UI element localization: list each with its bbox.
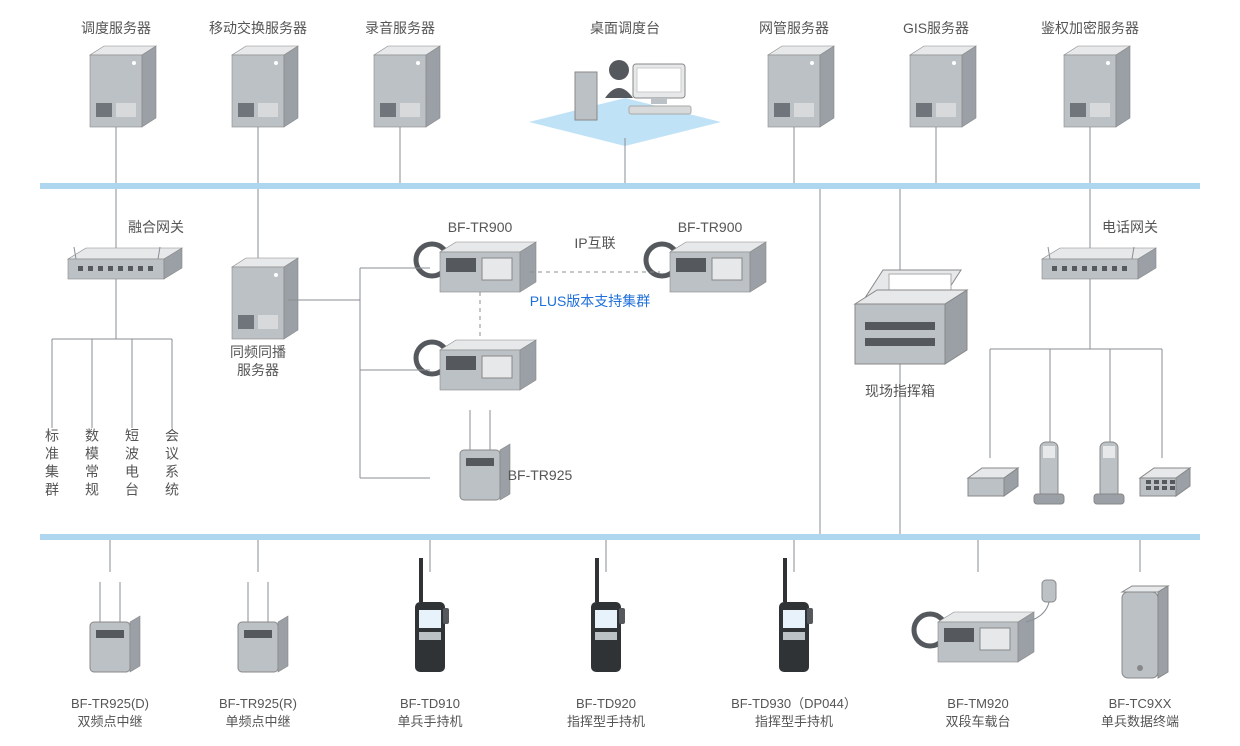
bus-bar-bottom bbox=[40, 534, 1200, 540]
label: 电话网关 bbox=[1102, 219, 1158, 235]
label: 录音服务器 bbox=[365, 20, 435, 36]
label: GIS服务器 bbox=[903, 20, 969, 36]
label: BF-TD920 bbox=[576, 696, 636, 711]
cordless-icon bbox=[1094, 442, 1124, 504]
label: 网管服务器 bbox=[759, 20, 829, 36]
case-icon bbox=[855, 270, 967, 364]
base-icon bbox=[460, 410, 510, 500]
label: BF-TD910 bbox=[400, 696, 460, 711]
bus-bar-top bbox=[40, 183, 1200, 189]
server-icon bbox=[768, 46, 834, 127]
handheld-icon bbox=[591, 558, 625, 672]
repeater-icon bbox=[416, 340, 536, 390]
label: BF-TR925(D) bbox=[71, 696, 149, 711]
label: 同频同播 bbox=[230, 344, 286, 360]
server-icon bbox=[374, 46, 440, 127]
server-icon bbox=[232, 46, 298, 127]
base-icon bbox=[238, 582, 288, 672]
repeater-icon bbox=[914, 612, 1034, 662]
label: 单兵数据终端 bbox=[1101, 714, 1179, 729]
label: 调度服务器 bbox=[81, 20, 151, 36]
label: 单兵手持机 bbox=[397, 714, 462, 729]
label: BF-TM920 bbox=[947, 696, 1008, 711]
handheld-icon bbox=[779, 558, 813, 672]
label: 短波电台 bbox=[124, 428, 140, 500]
switch-icon bbox=[68, 247, 182, 279]
server-icon bbox=[90, 46, 156, 127]
label: 鉴权加密服务器 bbox=[1041, 20, 1139, 36]
label: 指挥型手持机 bbox=[567, 714, 645, 729]
switch-icon bbox=[1042, 247, 1156, 279]
label: 数模常规 bbox=[84, 428, 100, 500]
label: 会议系统 bbox=[164, 428, 180, 500]
repeater-icon bbox=[416, 242, 536, 292]
label: BF-TR900 bbox=[448, 219, 513, 235]
label: BF-TC9XX bbox=[1109, 696, 1172, 711]
label: BF-TR925 bbox=[508, 467, 573, 483]
cordless-icon bbox=[1034, 442, 1064, 504]
label: 融合网关 bbox=[128, 219, 184, 235]
server-icon bbox=[1064, 46, 1130, 127]
server-icon bbox=[910, 46, 976, 127]
label: 现场指挥箱 bbox=[865, 383, 935, 399]
label: 双频点中继 bbox=[77, 714, 142, 729]
phone-icon bbox=[968, 468, 1018, 496]
label: 移动交换服务器 bbox=[209, 20, 307, 36]
server-icon bbox=[232, 258, 298, 339]
desktop-icon bbox=[529, 60, 721, 146]
label: 桌面调度台 bbox=[590, 20, 660, 36]
repeater-icon bbox=[646, 242, 766, 292]
label: 标准集群 bbox=[44, 428, 60, 500]
label: BF-TR925(R) bbox=[219, 696, 297, 711]
label: 单频点中继 bbox=[225, 714, 290, 729]
handheld-icon bbox=[415, 558, 449, 672]
label: 双段车载台 bbox=[945, 714, 1010, 729]
label: 指挥型手持机 bbox=[755, 714, 833, 729]
label: IP互联 bbox=[574, 235, 615, 251]
label: BF-TD930（DP044） bbox=[731, 696, 857, 711]
note: PLUS版本支持集群 bbox=[530, 293, 651, 309]
tablet-icon bbox=[1122, 586, 1168, 678]
label: 服务器 bbox=[237, 362, 279, 378]
label: BF-TR900 bbox=[678, 219, 743, 235]
base-icon bbox=[90, 582, 140, 672]
